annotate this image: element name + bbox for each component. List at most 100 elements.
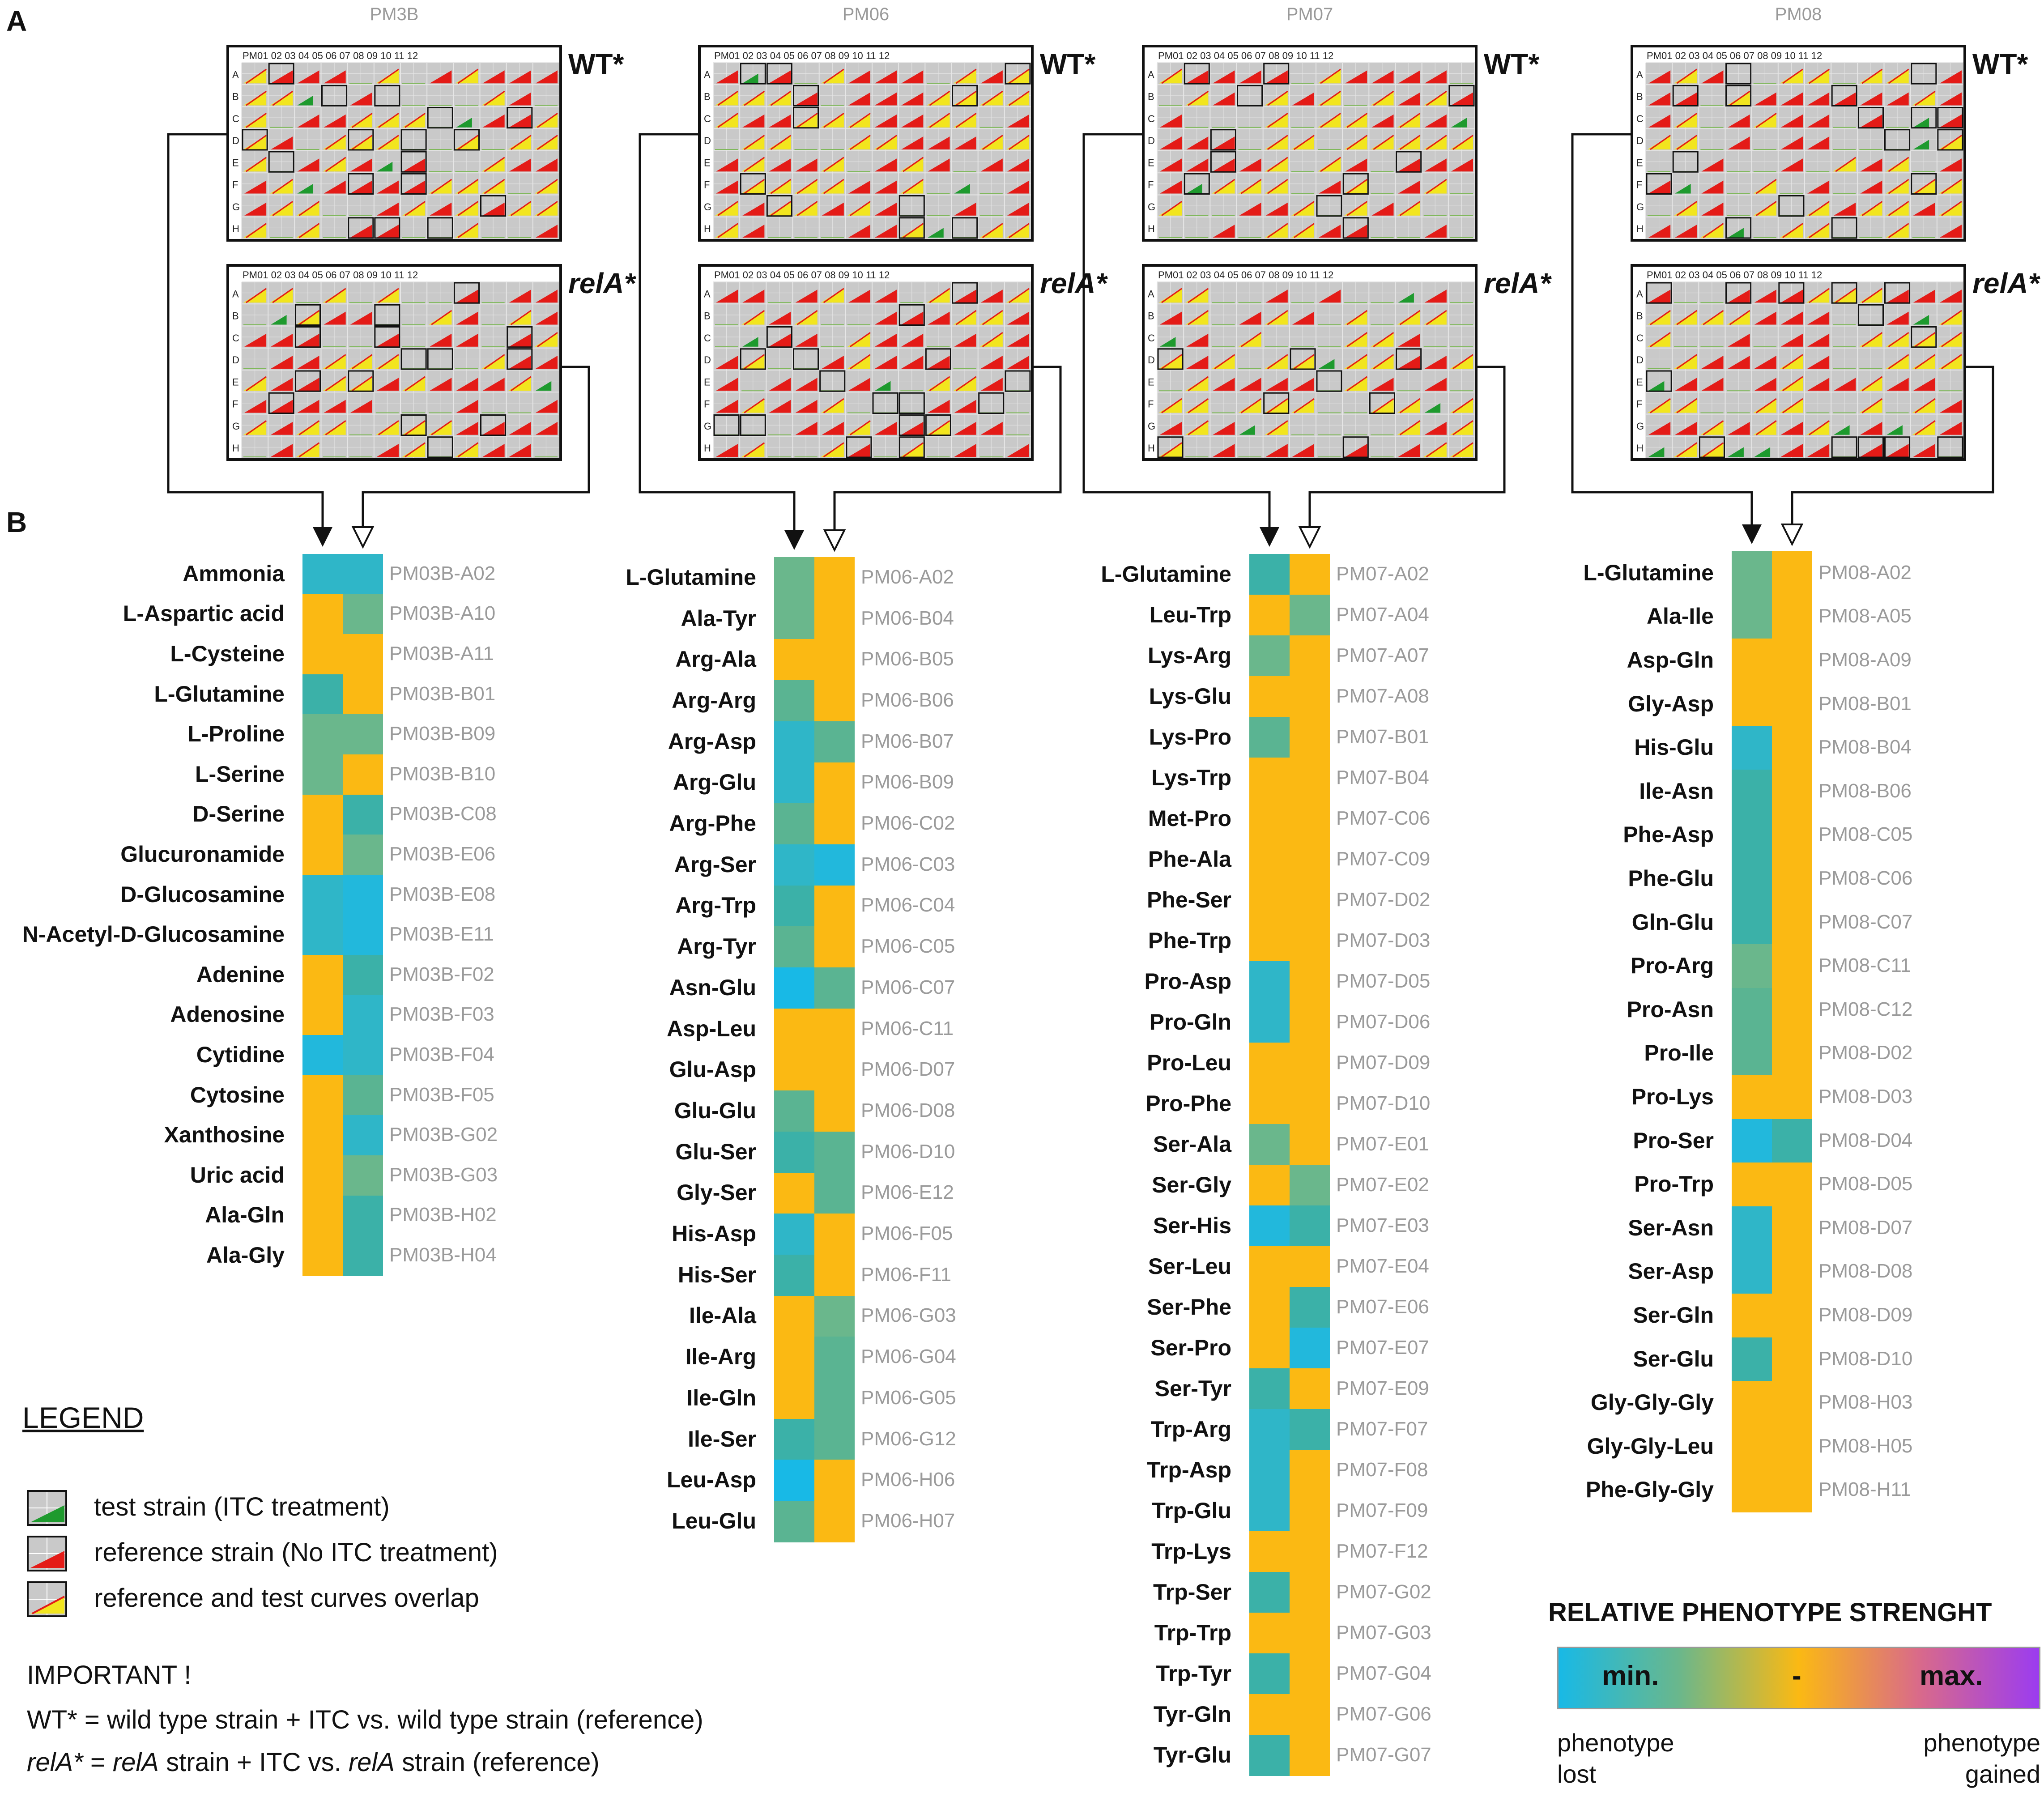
- curve-reference: [876, 135, 898, 150]
- curve-reference: [796, 179, 818, 194]
- curve-reference: [297, 378, 319, 391]
- curve-reference: [1782, 376, 1803, 392]
- heatmap-row-label: Ser-Glu: [1633, 1346, 1714, 1371]
- heatmap-cell-wt: [774, 1337, 814, 1378]
- heatmap-cell-rela: [1290, 1328, 1330, 1369]
- curve-reference: [376, 333, 399, 347]
- plate-header: PM01 02 03 04 05 06 07 08 09 10 11 12: [1647, 50, 1822, 61]
- curve-reference: [1426, 179, 1447, 194]
- heatmap-cell-rela: [343, 1075, 383, 1116]
- highlighted-well: [453, 129, 480, 151]
- plate-row-label: B: [704, 311, 711, 322]
- heatmap-row-label: Ile-Ser: [688, 1426, 756, 1452]
- curve-reference: [535, 400, 558, 413]
- curve-overlap: [270, 201, 293, 216]
- curve-reference: [744, 354, 765, 370]
- heatmap-cell-rela: [343, 1155, 383, 1196]
- curve-overlap: [1753, 113, 1776, 128]
- highlighted-well: [872, 392, 899, 414]
- heatmap-cell-wt: [774, 967, 814, 1009]
- heatmap-cell-wt: [1249, 1083, 1290, 1124]
- heatmap-row-label: Ala-Tyr: [681, 605, 756, 631]
- heatmap-cell-wt: [302, 794, 343, 835]
- well-id: PM07-F09: [1336, 1499, 1428, 1521]
- heatmap-cell-wt: [1732, 595, 1772, 639]
- curve-reference: [1780, 114, 1803, 128]
- heatmap-row-label: Pro-Phe: [1145, 1090, 1231, 1116]
- curve-reference: [1371, 70, 1394, 84]
- heatmap-cell-rela: [814, 1214, 855, 1255]
- heatmap-row-label: Uric acid: [190, 1162, 285, 1188]
- curve-reference: [1941, 310, 1962, 325]
- well-id: PM06-G04: [861, 1346, 956, 1368]
- curve-reference: [1346, 310, 1368, 325]
- curve-reference: [929, 376, 950, 392]
- curve-reference: [1703, 223, 1724, 238]
- heatmap-row-label: Pro-Asn: [1627, 996, 1714, 1022]
- curve-overlap: [1886, 332, 1909, 347]
- plate-row-strip: [1145, 282, 1157, 458]
- curve-reference: [717, 90, 739, 106]
- curve-reference: [1860, 443, 1882, 457]
- heatmap-cell-rela: [1290, 1735, 1330, 1776]
- curve-reference: [1807, 92, 1830, 106]
- well-id: PM08-C06: [1818, 867, 1913, 889]
- curve-reference: [1939, 290, 1962, 303]
- curve-reference: [1292, 378, 1314, 391]
- heatmap-cell-wt: [302, 634, 343, 675]
- note-rela-part: strain (reference): [394, 1748, 600, 1777]
- curve-reference: [1161, 68, 1183, 84]
- plate-row-label: E: [704, 157, 711, 168]
- heatmap-cell-rela: [1290, 595, 1330, 636]
- curve-reference: [875, 92, 897, 106]
- heatmap-row-label: Pro-Ser: [1633, 1128, 1714, 1153]
- plate-grid: PM01 02 03 04 05 06 07 08 09 10 11 12 ABC…: [229, 47, 559, 239]
- curve-reference: [510, 135, 532, 150]
- heatmap-cell-wt: [1249, 1653, 1290, 1695]
- well-id: PM07-G02: [1336, 1580, 1431, 1603]
- curve-reference: [271, 422, 293, 435]
- curve-test: [742, 73, 758, 84]
- plate-row-label: G: [704, 421, 711, 432]
- curve-reference: [1939, 400, 1962, 413]
- heatmap-cell-rela: [814, 762, 855, 804]
- curve-reference: [769, 70, 791, 84]
- curve-overlap: [1886, 69, 1909, 84]
- curve-test: [875, 381, 891, 391]
- well-id: PM08-D05: [1818, 1173, 1913, 1195]
- heatmap-row-label: L-Glutamine: [626, 564, 756, 590]
- curve-reference: [430, 202, 452, 216]
- well-id: PM08-D09: [1818, 1304, 1913, 1326]
- curve-reference: [535, 355, 558, 369]
- heatmap-row-label: Phe-Asp: [1623, 822, 1714, 847]
- heatmap-cell-rela: [814, 926, 855, 968]
- plate-row-label: H: [1148, 223, 1155, 234]
- plate-row-label: D: [1636, 135, 1644, 146]
- heatmap-cell-wt: [774, 1172, 814, 1214]
- curve-reference: [1424, 378, 1447, 391]
- rela-connector-line: [833, 366, 1062, 530]
- curve-reference: [1188, 310, 1209, 325]
- highlighted-well: [374, 85, 400, 106]
- curve-reference: [1729, 90, 1750, 106]
- curve-overlap: [1185, 91, 1209, 106]
- curve-reference: [509, 158, 531, 172]
- well-id: PM07-D03: [1336, 929, 1431, 951]
- scale-left-note: phenotype lost: [1557, 1727, 1674, 1790]
- curve-reference: [244, 180, 267, 194]
- curve-reference: [1346, 376, 1368, 392]
- curve-reference: [1861, 201, 1883, 216]
- heatmap-cell-wt: [1249, 1694, 1290, 1735]
- well-id: PM07-D10: [1336, 1092, 1431, 1114]
- heatmap-cell-rela: [343, 714, 383, 755]
- curve-reference: [901, 92, 924, 106]
- heatmap-cell-rela: [814, 803, 855, 845]
- highlighted-well: [1646, 173, 1672, 195]
- curve-reference: [1676, 442, 1698, 458]
- heatmap-row-label: Lys-Pro: [1149, 724, 1231, 749]
- plate-row-label: F: [704, 179, 710, 191]
- heatmap-cell-wt: [302, 995, 343, 1036]
- curve-reference: [875, 290, 897, 303]
- heatmap-cell-rela: [1290, 676, 1330, 717]
- wt-connector-line: [1082, 133, 1271, 527]
